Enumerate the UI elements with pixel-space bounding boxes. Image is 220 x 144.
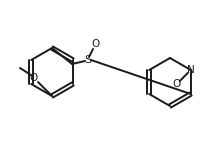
Text: S: S bbox=[84, 55, 92, 65]
Text: O: O bbox=[91, 39, 99, 49]
Text: N: N bbox=[187, 65, 195, 75]
Text: O: O bbox=[30, 73, 38, 83]
Text: O: O bbox=[173, 79, 181, 89]
